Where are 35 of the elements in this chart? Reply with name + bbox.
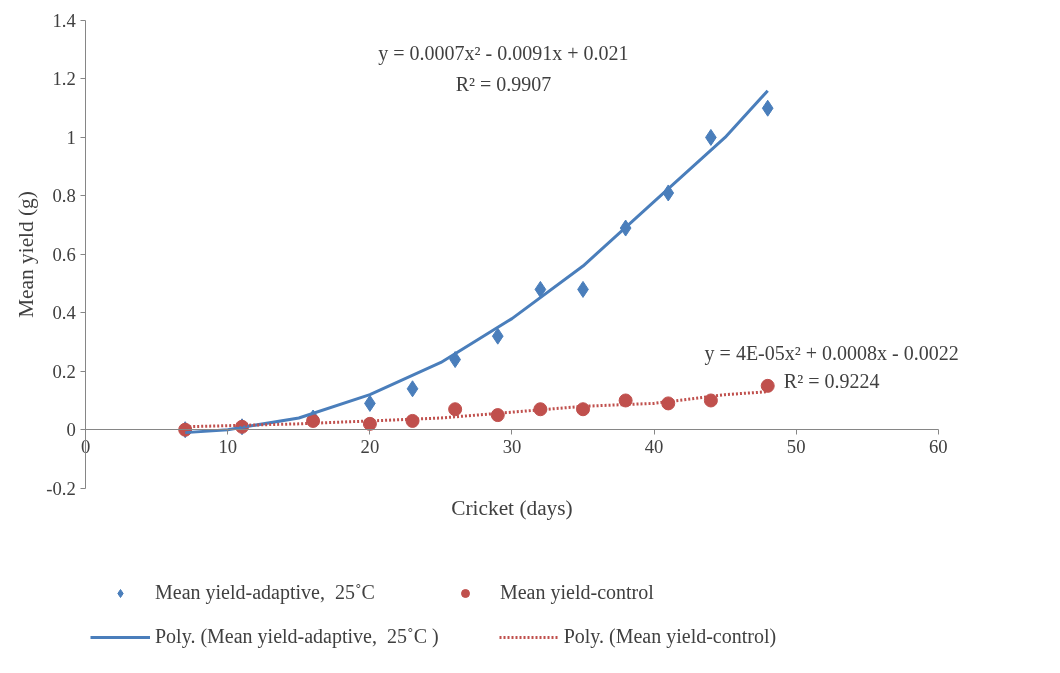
point <box>761 99 774 117</box>
point <box>703 393 718 408</box>
point <box>491 327 504 345</box>
x-tick-label: 50 <box>786 435 806 457</box>
legend-label: Mean yield-adaptive, 25˚C <box>155 581 375 604</box>
annotation: R² = 0.9224 <box>783 369 880 392</box>
x-tick-label: 40 <box>644 435 664 457</box>
legend-label: Poly. (Mean yield-adaptive, 25˚C ) <box>155 625 439 648</box>
point <box>576 402 591 417</box>
x-tick-label: 30 <box>502 435 522 457</box>
y-tick-label: 1.2 <box>52 68 76 90</box>
annotation: y = 0.0007x² - 0.0091x + 0.021 <box>378 42 629 66</box>
y-tick-label: 1.4 <box>52 10 77 32</box>
point <box>406 380 419 398</box>
y-tick-label: -0.2 <box>46 477 76 499</box>
annotation: R² = 0.9907 <box>455 72 552 95</box>
point <box>490 408 505 423</box>
y-axis-title: Mean yield (g) <box>13 191 38 318</box>
annotation: y = 4E-05x² + 0.0008x - 0.0022 <box>704 341 959 365</box>
y-tick-label: 0.8 <box>52 185 76 207</box>
y-tick-label: 1 <box>66 126 76 148</box>
y-tick-label: 0 <box>66 419 76 441</box>
y-tick-label: 0.2 <box>52 360 76 382</box>
point <box>760 378 775 393</box>
y-tick-label: 0.4 <box>52 302 77 324</box>
legend-label: Mean yield-control <box>499 581 654 604</box>
legend-label: Poly. (Mean yield-control) <box>563 625 777 648</box>
x-tick-label: 20 <box>360 435 380 457</box>
point <box>405 413 420 428</box>
x-axis-title: Cricket (days) <box>451 496 573 521</box>
x-tick-label: 10 <box>218 435 238 457</box>
x-tick-label: 60 <box>928 435 948 457</box>
point <box>448 402 463 417</box>
y-tick-label: 0.6 <box>52 243 76 265</box>
point <box>534 280 547 298</box>
